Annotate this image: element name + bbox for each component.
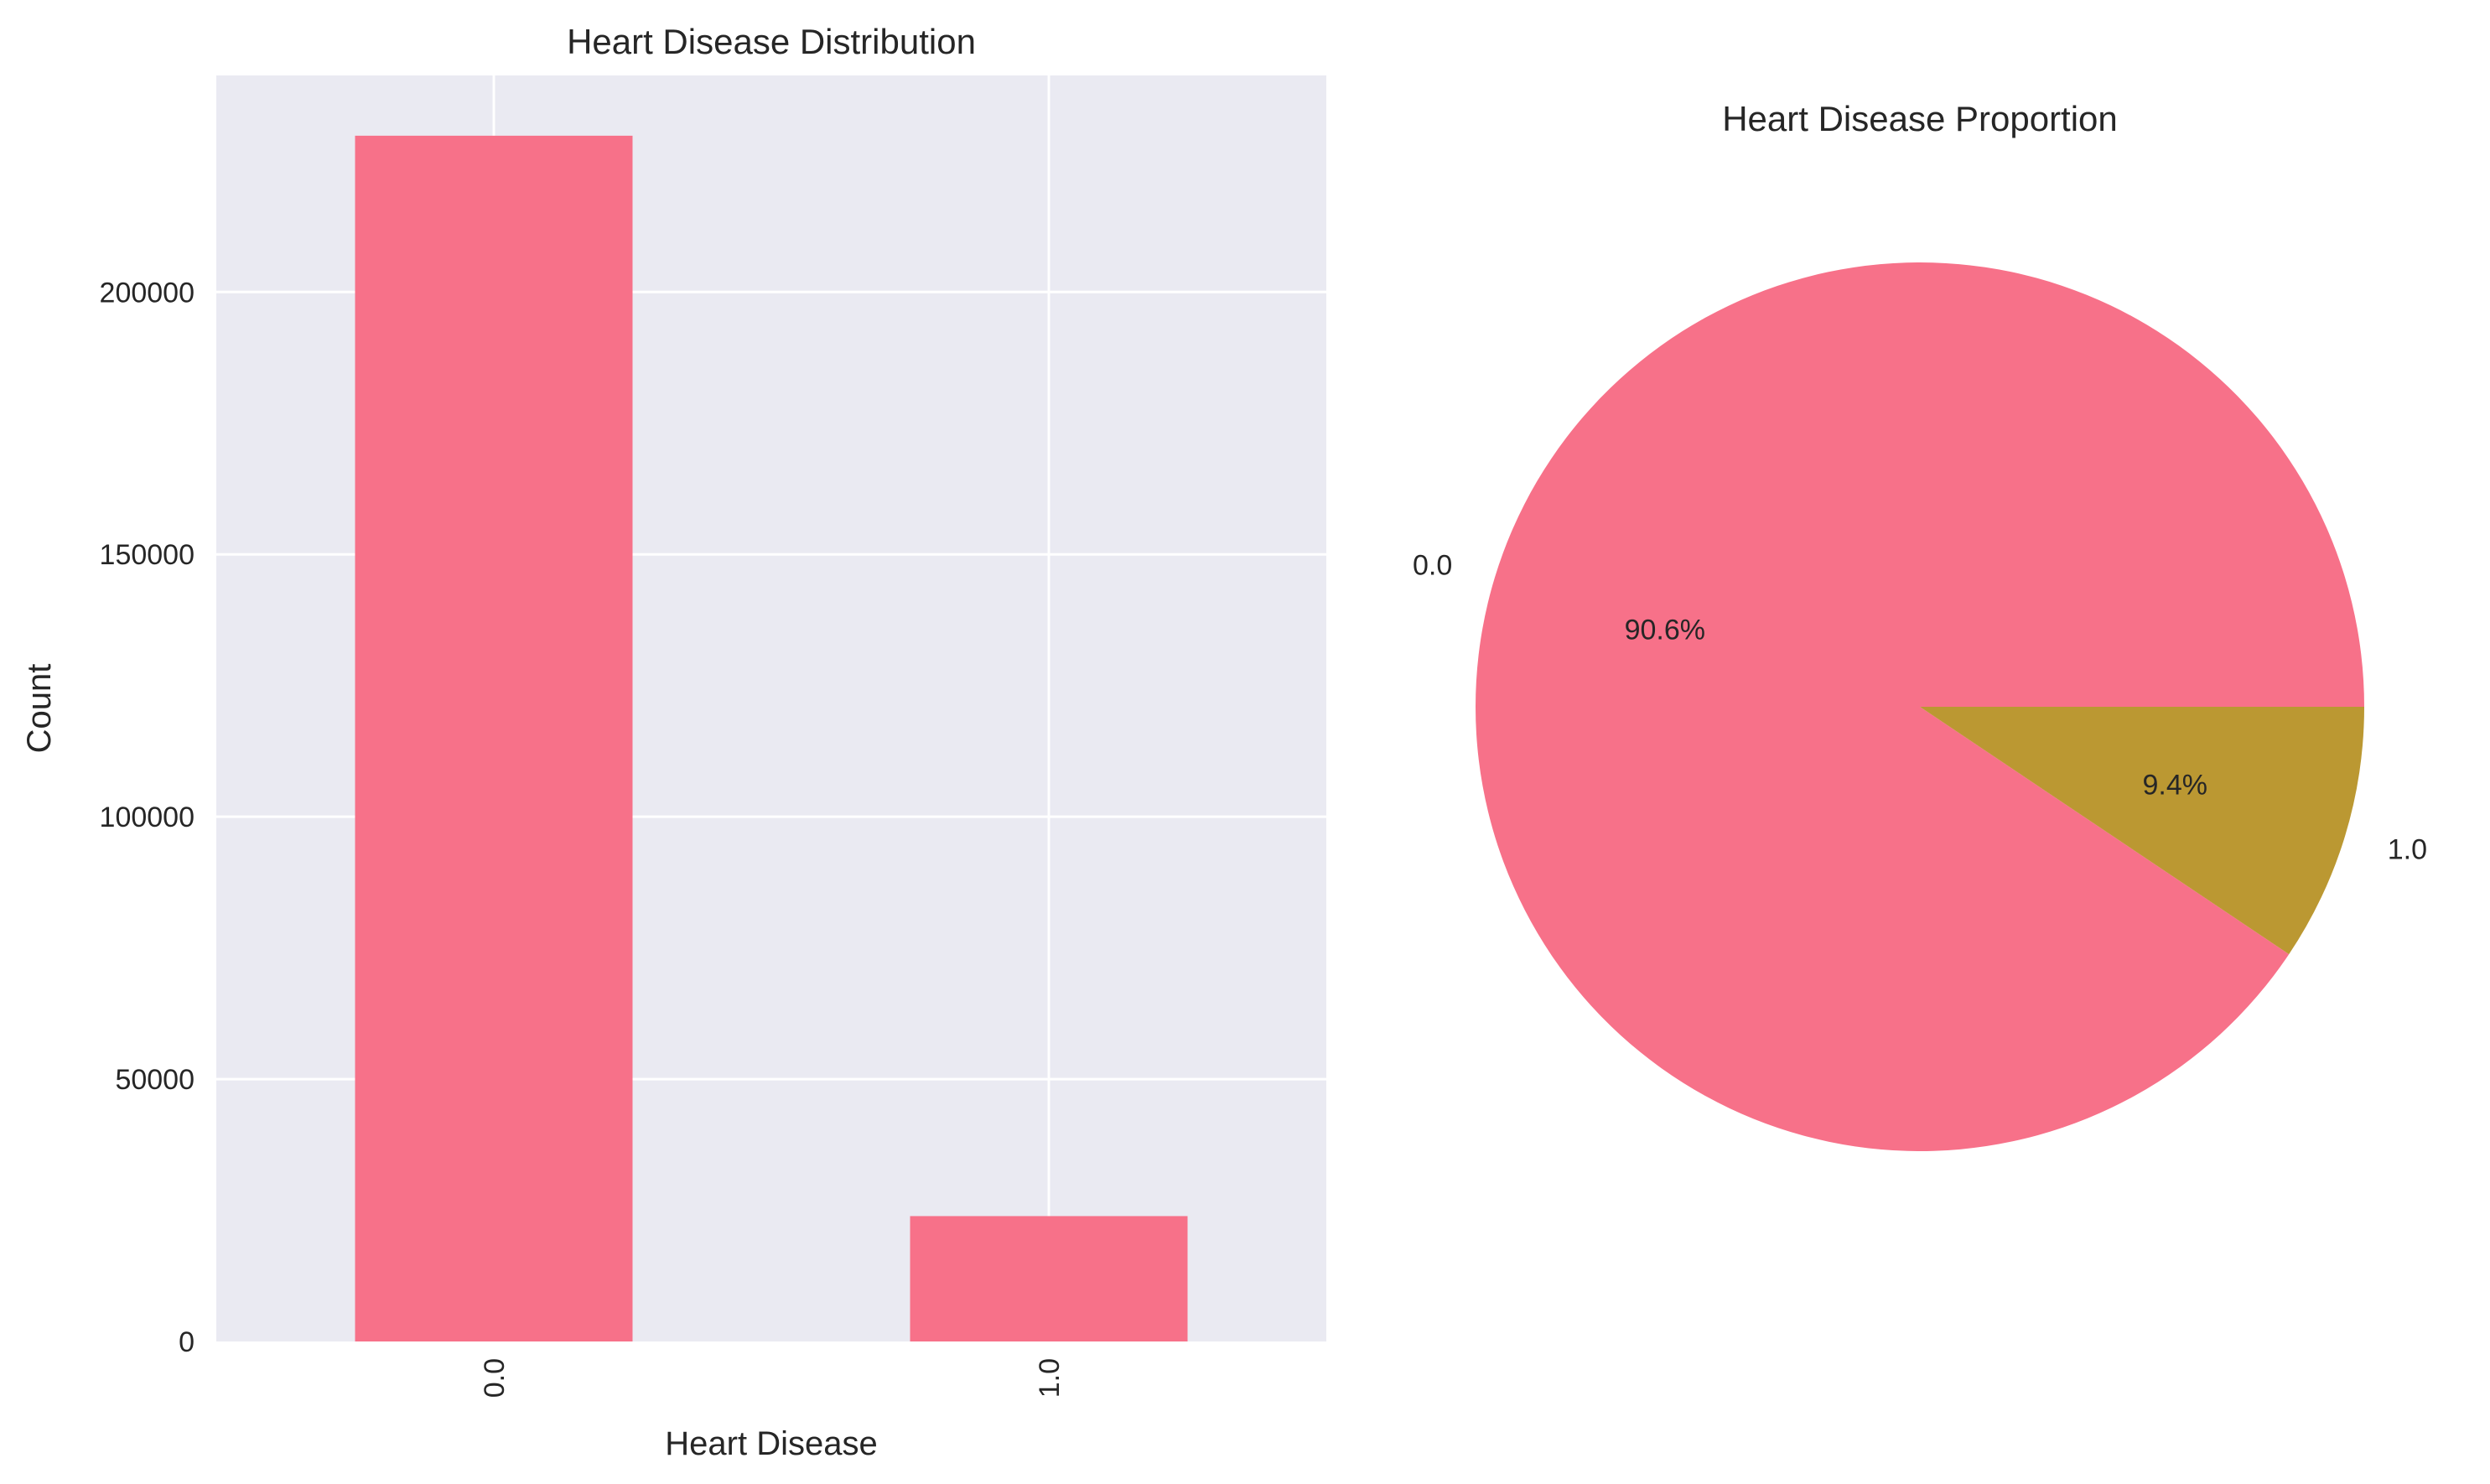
pie-chart: Heart Disease Proportion 0.0 90.6% 1.0 9.4% [1413, 99, 2427, 1151]
pie-slice-1.0 [1920, 707, 2364, 955]
pie-category-label: 1.0 [2388, 834, 2427, 866]
x-axis-label: Heart Disease [665, 1425, 877, 1462]
pie-percent-label: 90.6% [1625, 614, 1705, 646]
x-tick-labels: 0.0 1.0 [479, 1358, 1066, 1398]
pie-category-label: 0.0 [1413, 549, 1452, 581]
pie-chart-title: Heart Disease Proportion [1722, 99, 2118, 138]
x-tick-label: 0.0 [479, 1358, 511, 1398]
y-tick-label: 150000 [100, 539, 195, 571]
bar-chart: 0 50000 100000 150000 200000 0.0 1.0 Heart Di… [21, 22, 1326, 1462]
bar-1.0 [910, 1216, 1188, 1341]
x-tick-label: 1.0 [1034, 1358, 1066, 1398]
pie-labels: 0.0 90.6% 1.0 9.4% [1413, 549, 2427, 865]
y-tick-label: 50000 [115, 1064, 195, 1096]
bar-chart-title: Heart Disease Distribution [567, 22, 976, 61]
y-tick-label: 200000 [100, 277, 195, 309]
pie-slices [1476, 262, 2364, 1151]
pie-slice-0.0 [1476, 262, 2364, 1151]
bar-series [355, 135, 1188, 1341]
pie-percent-label: 9.4% [2142, 770, 2207, 802]
y-tick-labels: 0 50000 100000 150000 200000 [100, 277, 195, 1358]
y-tick-label: 100000 [100, 802, 195, 833]
y-axis-label: Count [21, 664, 58, 754]
bar-0.0 [355, 135, 633, 1341]
y-tick-label: 0 [179, 1326, 195, 1358]
